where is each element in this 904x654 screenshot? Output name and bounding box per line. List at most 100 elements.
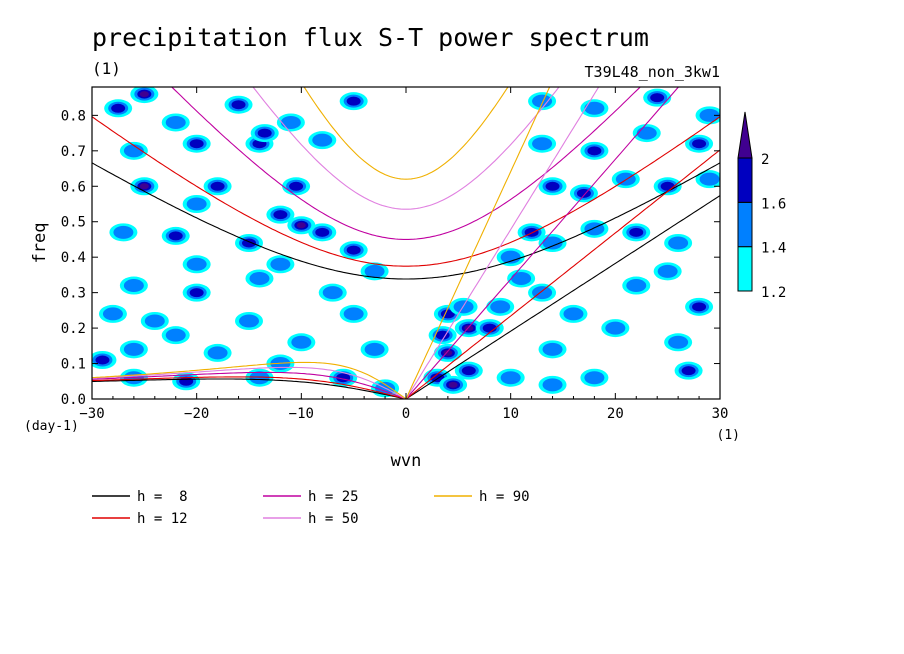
chart-subtitle-left: (1) — [92, 59, 121, 78]
legend-label-h25: h = 25 — [308, 489, 359, 505]
curve-er-h90 — [92, 361, 407, 399]
y-axis-label: freq — [30, 223, 50, 264]
curve-er-h50 — [92, 366, 407, 399]
contour-patch-65-level-2 — [542, 378, 563, 392]
curve-kelvin-h50 — [405, 87, 600, 399]
y-tick-label-0.5: 0.5 — [61, 215, 86, 231]
contour-patch-37-level-2 — [364, 342, 385, 356]
colorbar-segment-2 — [737, 157, 753, 203]
contour-patch-21-level-3 — [346, 245, 361, 255]
x-axis-label: wvn — [391, 451, 422, 471]
y-tick-label-0.7: 0.7 — [61, 144, 86, 160]
contour-patch-17-level-2 — [113, 225, 134, 239]
contour-patch-75-level-3 — [660, 181, 675, 191]
y-tick-label-0.3: 0.3 — [61, 286, 86, 302]
curve-er-h25 — [92, 371, 407, 399]
contour-patch-60-level-2 — [668, 335, 689, 349]
y-tick-label-0.1: 0.1 — [61, 357, 86, 373]
contour-patch-3-level-3 — [231, 100, 246, 110]
contour-patch-16-level-3 — [168, 231, 183, 241]
contour-patch-49-level-3 — [435, 330, 450, 340]
contour-patch-47-level-3 — [461, 366, 476, 376]
contour-patch-31-level-2 — [144, 314, 165, 328]
curve-kelvin-h8 — [405, 195, 720, 399]
curve-ig-h50 — [252, 87, 560, 210]
contour-patch-55-level-2 — [500, 371, 521, 385]
curve-er-h8 — [92, 378, 407, 399]
contour-patch-54-level-2 — [490, 300, 511, 314]
contour-patch-46-level-4 — [448, 381, 458, 388]
contour-patch-58-level-2 — [532, 286, 553, 300]
colorbar-segment-0 — [737, 246, 753, 292]
contour-patch-45-level-3 — [430, 373, 445, 383]
colorbar: 1.2 1.4 1.6 2 — [737, 111, 786, 301]
contour-patch-72-level-3 — [545, 181, 560, 191]
contour-patch-80-level-3 — [692, 139, 707, 149]
contour-patch-14-level-2 — [186, 197, 207, 211]
x-tick-label-0: 0 — [402, 406, 410, 422]
legend: h = 8 h = 12 h = 25 h = 50 h = 90 — [92, 489, 530, 527]
y-tick-label-0.2: 0.2 — [61, 321, 86, 337]
contour-patch-42-level-2 — [249, 371, 270, 385]
y-unit-label: (day-1) — [24, 419, 79, 434]
contour-patches — [92, 87, 720, 398]
contour-patch-85-level-2 — [511, 271, 532, 285]
x-tick-label--10: −10 — [289, 406, 314, 422]
curve-er-h12 — [92, 376, 407, 399]
contour-patch-86-level-2 — [657, 264, 678, 278]
contour-patch-38-level-3 — [95, 355, 110, 365]
contour-patch-13-level-3 — [289, 181, 304, 191]
contour-patch-28-level-3 — [189, 288, 204, 298]
contour-patch-15-level-3 — [273, 210, 288, 220]
contour-patch-76-level-2 — [699, 172, 720, 186]
contour-patch-27-level-2 — [322, 286, 343, 300]
contour-patch-84-level-2 — [699, 108, 720, 122]
contour-patch-25-level-2 — [249, 271, 270, 285]
contour-patch-6-level-2 — [123, 144, 144, 158]
chart-title: precipitation flux S-T power spectrum — [92, 23, 649, 52]
contour-patch-83-level-3 — [650, 93, 665, 103]
contour-patch-57-level-2 — [563, 307, 584, 321]
contour-patch-22-level-2 — [186, 257, 207, 271]
contour-patch-0-level-3 — [111, 103, 126, 113]
contour-patch-24-level-2 — [364, 264, 385, 278]
contour-patch-2-level-2 — [165, 115, 186, 129]
contour-patch-5-level-3 — [346, 96, 361, 106]
plot-frame — [91, 86, 721, 400]
x-tick-label-20: 20 — [607, 406, 624, 422]
contour-patch-70-level-3 — [629, 227, 644, 237]
y-tick-label-0.6: 0.6 — [61, 179, 86, 195]
x-tick-label--30: −30 — [79, 406, 104, 422]
contour-patch-35-level-2 — [123, 342, 144, 356]
colorbar-label-1: 1.4 — [761, 241, 786, 257]
x-tick-label--20: −20 — [184, 406, 209, 422]
contour-patch-1-level-4 — [139, 91, 149, 98]
contour-patch-63-level-3 — [681, 366, 696, 376]
curve-kelvin-h90 — [405, 87, 551, 399]
contour-patch-71-level-2 — [668, 236, 689, 250]
contour-patch-26-level-2 — [123, 279, 144, 293]
x-axis: −30 −20 −10 0 10 20 30 — [79, 87, 728, 422]
contour-patch-36-level-2 — [207, 346, 228, 360]
contour-patch-23-level-2 — [270, 257, 291, 271]
legend-label-h90: h = 90 — [479, 489, 530, 505]
contour-patch-33-level-2 — [291, 335, 312, 349]
colorbar-label-0: 1.2 — [761, 285, 786, 301]
y-tick-label-0.8: 0.8 — [61, 108, 86, 124]
curve-kelvin-h12 — [405, 149, 720, 399]
contour-patch-56-level-2 — [542, 342, 563, 356]
contour-patch-68-level-2 — [542, 236, 563, 250]
x-unit-label: (1) — [717, 428, 740, 443]
curve-ig-h90 — [303, 87, 509, 180]
y-tick-label-0: 0.0 — [61, 392, 86, 408]
contour-patch-61-level-3 — [692, 302, 707, 312]
curve-ig-h8 — [92, 162, 720, 280]
contour-patch-7-level-3 — [189, 139, 204, 149]
contour-patch-20-level-4 — [296, 222, 306, 229]
colorbar-segment-1 — [737, 201, 753, 248]
contour-patch-4-level-2 — [280, 115, 301, 129]
y-axis: 0.0 0.1 0.2 0.3 0.4 0.5 0.6 0.7 0.8 — [61, 108, 720, 408]
chart-subtitle-right: T39L48_non_3kw1 — [585, 63, 720, 81]
x-tick-label-10: 10 — [502, 406, 519, 422]
